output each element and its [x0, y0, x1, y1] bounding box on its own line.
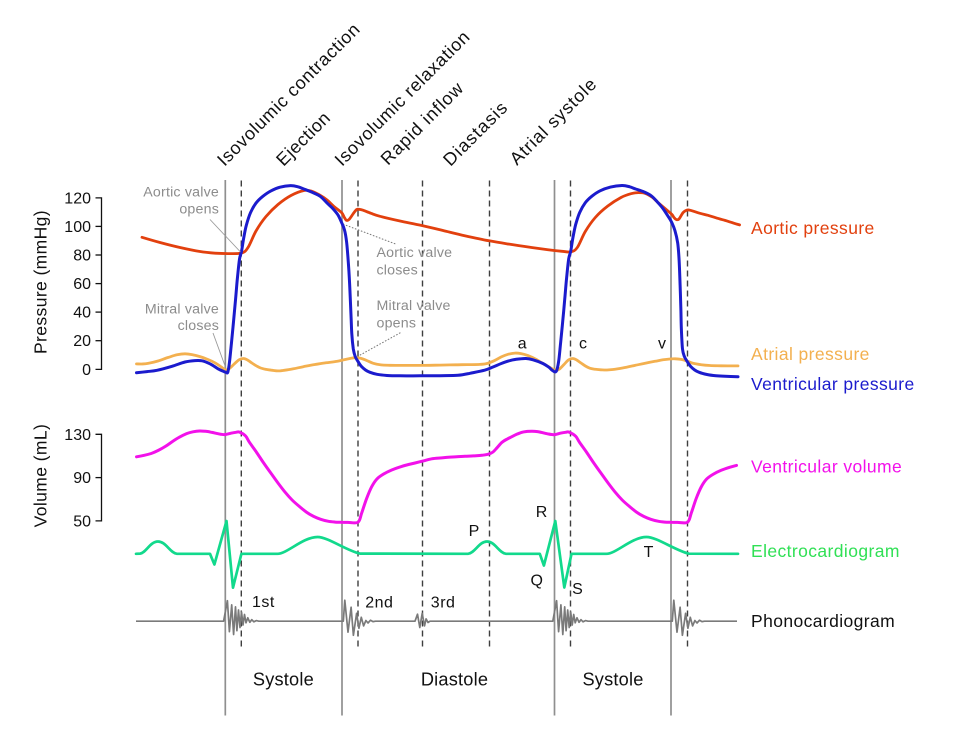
- svg-text:Ventricular pressure: Ventricular pressure: [751, 374, 915, 394]
- svg-text:0: 0: [82, 362, 91, 379]
- svg-text:100: 100: [64, 219, 91, 236]
- svg-text:60: 60: [73, 276, 91, 293]
- svg-text:50: 50: [73, 513, 91, 530]
- svg-text:Systole: Systole: [582, 670, 643, 690]
- svg-text:opens: opens: [179, 202, 219, 218]
- svg-text:R: R: [536, 504, 548, 521]
- svg-text:40: 40: [73, 305, 91, 322]
- svg-text:20: 20: [73, 333, 91, 350]
- svg-text:Aortic pressure: Aortic pressure: [751, 218, 875, 238]
- svg-text:closes: closes: [377, 263, 418, 279]
- svg-text:1st: 1st: [252, 594, 275, 611]
- svg-text:Volume (mL): Volume (mL): [31, 424, 51, 528]
- svg-text:Systole: Systole: [253, 670, 314, 690]
- svg-text:Electrocardiogram: Electrocardiogram: [751, 541, 900, 561]
- svg-text:Atrial pressure: Atrial pressure: [751, 344, 870, 364]
- svg-text:Aortic valve: Aortic valve: [377, 245, 453, 261]
- svg-text:2nd: 2nd: [365, 595, 393, 612]
- svg-text:Ventricular volume: Ventricular volume: [751, 457, 902, 477]
- svg-text:90: 90: [73, 470, 91, 487]
- svg-text:T: T: [644, 544, 654, 561]
- svg-text:Pressure (mmHg): Pressure (mmHg): [31, 210, 51, 354]
- svg-text:Q: Q: [530, 573, 542, 590]
- svg-text:Mitral valve: Mitral valve: [377, 298, 451, 314]
- svg-text:Phonocardiogram: Phonocardiogram: [751, 611, 895, 631]
- svg-text:v: v: [658, 335, 666, 352]
- svg-text:S: S: [572, 581, 583, 598]
- svg-text:Aortic valve: Aortic valve: [143, 185, 219, 201]
- svg-text:closes: closes: [178, 318, 219, 334]
- svg-text:a: a: [518, 335, 527, 352]
- svg-text:130: 130: [64, 427, 91, 444]
- svg-text:80: 80: [73, 248, 91, 265]
- svg-text:Diastole: Diastole: [421, 670, 488, 690]
- svg-text:opens: opens: [377, 316, 417, 332]
- svg-text:c: c: [579, 335, 587, 352]
- svg-text:120: 120: [64, 190, 91, 207]
- svg-text:P: P: [469, 523, 480, 540]
- svg-text:Mitral valve: Mitral valve: [145, 302, 219, 318]
- svg-text:3rd: 3rd: [431, 595, 456, 612]
